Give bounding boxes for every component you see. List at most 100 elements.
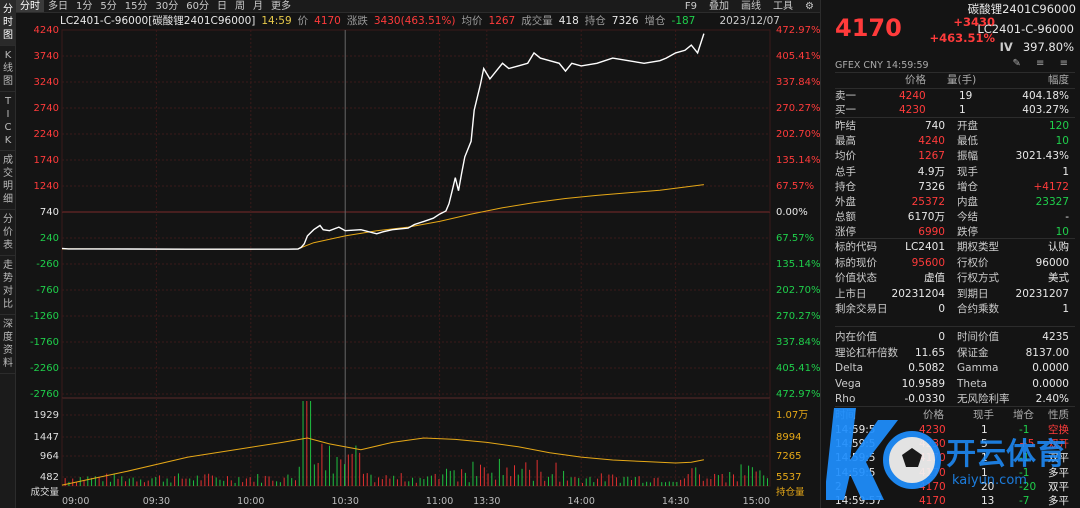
stat-row: 涨停 6990 跌停 10: [835, 226, 1075, 239]
price-tick-left: 3740: [34, 51, 59, 62]
book-row: 买一 4230 1 403.27%: [835, 104, 1075, 117]
oi-series-line: [61, 437, 705, 486]
cell: -1: [1019, 452, 1030, 465]
toolbar-button-0[interactable]: F9: [684, 1, 698, 12]
cell: 13: [981, 495, 995, 507]
intraday-chart[interactable]: 4240 472.97% 3740 405.41% 3240 337.84% 2740 270…: [0, 0, 820, 508]
cell: Delta: [835, 362, 864, 374]
cell: 卖一: [835, 90, 856, 102]
cell: 11.65: [914, 346, 945, 359]
cell: 1: [1062, 303, 1069, 315]
price-tick-right: 67.57%: [776, 233, 814, 244]
time-tick: 10:00: [237, 496, 264, 507]
panel-tool-icons[interactable]: ✎ ≡ ≡: [1012, 58, 1074, 69]
cell: 上市日: [835, 287, 867, 300]
cell: 增仓: [957, 180, 978, 193]
separator: [835, 72, 1075, 73]
cell: 期权类型: [957, 241, 999, 253]
view-tab-6[interactable]: 深度资料: [0, 315, 16, 374]
cell: 最高: [835, 135, 856, 148]
price-tick-right: 472.97%: [776, 25, 820, 36]
period-tab-4[interactable]: 15分: [124, 1, 148, 12]
period-tab-7[interactable]: 日: [216, 1, 227, 12]
period-tab-2[interactable]: 1分: [76, 1, 93, 12]
price-tick-left: 740: [40, 207, 59, 218]
period-tab-9[interactable]: 月: [252, 1, 263, 12]
cell: 10: [1055, 135, 1069, 148]
cell: 保证金: [957, 346, 989, 359]
toolbar-button-4[interactable]: ⚙: [805, 1, 814, 12]
oi-tick-right: 8994: [776, 432, 801, 443]
oi-label: 持仓: [584, 15, 606, 27]
cell: Gamma: [957, 362, 999, 374]
period-tab-10[interactable]: 更多: [270, 1, 291, 12]
price-tick-right: 67.57%: [776, 181, 814, 192]
time-tick: 14:30: [662, 496, 689, 507]
time-tick: 10:30: [332, 496, 359, 507]
period-tab-5[interactable]: 30分: [155, 1, 179, 12]
period-tab-6[interactable]: 60分: [186, 1, 209, 12]
cell: 量(手): [947, 74, 977, 86]
view-tab-5[interactable]: 走势对比: [0, 256, 16, 315]
cell: 开盘: [957, 120, 978, 132]
oi-tick-right: 5537: [776, 472, 801, 483]
cell: LC2401: [905, 241, 945, 253]
period-tab-8[interactable]: 周: [234, 1, 245, 12]
volume-axis-label: 成交量: [30, 486, 59, 498]
quote-code: LC2401-C-96000: [977, 22, 1074, 36]
cell: 最低: [957, 135, 978, 148]
quote-info-line: LC2401-C-96000[碳酸锂2401C96000] 14:59 价 41…: [60, 14, 780, 28]
cell: 买一: [835, 104, 856, 116]
view-tab-4[interactable]: 分价表: [0, 210, 16, 256]
view-tab-3[interactable]: 成交明细: [0, 151, 16, 210]
cell: 现手: [957, 165, 978, 178]
cell: 25372: [911, 196, 945, 208]
cell: 美式: [1048, 272, 1069, 284]
exchange-info: GFEX CNY 14:59:59: [835, 60, 929, 71]
avg-label: 均价: [461, 15, 483, 27]
quote-last-price: 4170: [835, 14, 902, 42]
quote-title: 碳酸锂2401C96000: [967, 2, 1076, 16]
toolbar-button-2[interactable]: 画线: [741, 1, 762, 12]
price-tick-right: 135.14%: [776, 259, 820, 270]
quote-change-pct: +463.51%: [929, 31, 995, 45]
cell: 1: [981, 424, 988, 436]
iv-label: IV: [999, 40, 1013, 54]
period-tab-0[interactable]: 分时: [16, 0, 44, 12]
cell: 无风险利率: [957, 393, 1010, 405]
toolbar-button-3[interactable]: 工具: [773, 1, 794, 12]
price-tick-left: 1740: [34, 155, 59, 166]
logo-k-shape-icon: [826, 408, 898, 500]
period-tab-1[interactable]: 多日: [48, 1, 68, 12]
cell: 性质: [1048, 409, 1069, 421]
price-tick-right: 270.27%: [776, 103, 820, 114]
cell: 0: [938, 331, 945, 343]
view-tab-0[interactable]: 分时图: [0, 0, 16, 46]
cell: 剩余交易日: [835, 303, 888, 315]
price-tick-right: 0.00%: [776, 207, 808, 218]
cell: 标的现价: [835, 256, 877, 269]
quote-iv: IV 397.80%: [1000, 40, 1074, 54]
cell: 0.5082: [908, 362, 945, 374]
iv-value: 397.80%: [1022, 40, 1074, 54]
separator: [835, 238, 1075, 239]
time-tick: 13:30: [473, 496, 500, 507]
greeks-row: Rho -0.0330 无风险利率 2.40%: [835, 393, 1075, 406]
toolbar-button-1[interactable]: 叠加: [709, 1, 730, 12]
price-tick-right: 337.84%: [776, 337, 820, 348]
period-tab-3[interactable]: 5分: [100, 1, 117, 12]
price-series-line: [61, 33, 705, 250]
contract-row: 上市日 20231204 到期日 20231207: [835, 288, 1075, 301]
info-time: 14:59: [261, 15, 292, 27]
contract-row: 标的代码 LC2401 期权类型 认购: [835, 241, 1075, 254]
cell: 95600: [911, 256, 945, 269]
greeks-row: Delta 0.5082 Gamma 0.0000: [835, 362, 1075, 375]
cell: 总手: [835, 165, 856, 178]
cell: -7: [1019, 495, 1030, 507]
cell: 均价: [835, 150, 856, 163]
price-tick-right: 472.97%: [776, 389, 820, 400]
stat-row: 持仓 7326 增仓 +4172: [835, 181, 1075, 194]
cell: 4240: [899, 90, 926, 102]
